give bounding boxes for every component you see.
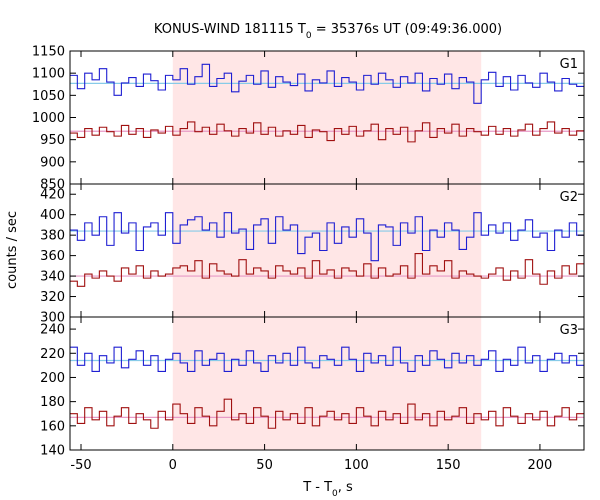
y-tick-label-G3: 220 [40, 347, 65, 362]
y-tick-label-G2: 360 [40, 249, 65, 264]
y-tick-label-G1: 1150 [32, 45, 65, 60]
y-tick-label-G2: 380 [40, 229, 65, 244]
y-tick-label-G3: 160 [40, 419, 65, 434]
y-tick-label-G2: 400 [40, 208, 65, 223]
chart-title-subscript: 0 [306, 31, 312, 41]
panel-label-G2: G2 [560, 190, 578, 205]
y-tick-label-G1: 900 [40, 155, 65, 170]
x-axis-label-subscript: 0 [332, 489, 338, 499]
panel-label-G3: G3 [560, 323, 578, 338]
y-tick-label-G3: 140 [40, 444, 65, 459]
y-axis-label: counts / sec [5, 211, 20, 289]
series-line-G2-upper [70, 212, 584, 262]
chart-title-prefix: KONUS-WIND 181115 T [154, 22, 306, 37]
chart-title: KONUS-WIND 181115 T0 = 35376s UT (09:49:… [154, 22, 502, 41]
y-tick-label-G2: 420 [40, 188, 65, 203]
panel-label-G1: G1 [560, 57, 578, 72]
x-axis-label: T - T0, s [302, 480, 353, 499]
y-tick-label-G3: 180 [40, 395, 65, 410]
x-tick-label: 50 [256, 458, 273, 473]
y-tick-label-G1: 1100 [32, 67, 65, 82]
y-tick-label-G2: 300 [40, 311, 65, 326]
panel-G1: 850 900 950 1000 1050 1100 1150 G1 [32, 45, 585, 193]
y-tick-label-G2: 340 [40, 270, 65, 285]
series-line-G3-lower [70, 398, 584, 429]
panel-G3: 140 160 180 200 220 240 G3 [40, 316, 585, 459]
plot-layer: 8509009501000105011001150G13003203403603… [32, 45, 585, 473]
series-line-G2-lower [70, 253, 584, 287]
x-tick-label: -50 [70, 458, 91, 473]
y-tick-label-G1: 1050 [32, 89, 65, 104]
panel-frame-G3 [69, 316, 585, 451]
panel-G2: 300 320 340 360 380 400 420 G2 [40, 183, 585, 326]
series-line-G1-lower [70, 121, 584, 143]
chart-title-suffix: = 35376s UT (09:49:36.000) [312, 22, 502, 37]
y-tick-label-G2: 320 [40, 290, 65, 305]
series-line-G1-upper [70, 63, 584, 104]
x-tick-label: 100 [344, 458, 369, 473]
x-tick-label: 0 [169, 458, 177, 473]
y-tick-label-G1: 950 [40, 133, 65, 148]
y-tick-label-G3: 200 [40, 371, 65, 386]
y-tick-label-G3: 240 [40, 323, 65, 338]
x-tick-label: 150 [436, 458, 461, 473]
y-tick-label-G1: 850 [40, 178, 65, 193]
x-axis-label-prefix: T - T [302, 480, 332, 495]
x-axis-label-suffix: , s [338, 480, 353, 495]
series-line-G3-upper [70, 346, 584, 372]
x-tick-label: 200 [528, 458, 553, 473]
y-tick-label-G1: 1000 [32, 111, 65, 126]
